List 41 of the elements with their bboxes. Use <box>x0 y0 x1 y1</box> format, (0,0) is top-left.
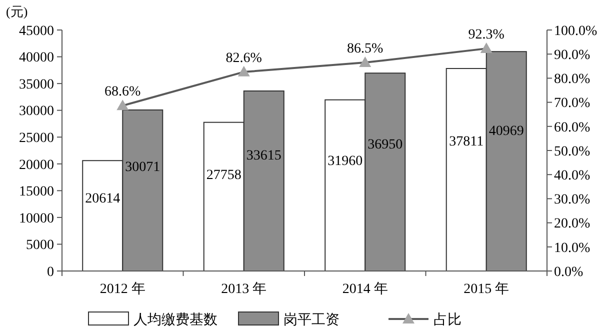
y2-tick-label: 70.0% <box>554 96 590 112</box>
y2-tick-label: 50.0% <box>554 144 590 160</box>
x-tick-label: 2014 年 <box>342 281 388 297</box>
data-label: 30071 <box>125 160 160 176</box>
y2-tick-label: 80.0% <box>554 72 590 88</box>
y2-tick-label: 0.0% <box>554 264 584 280</box>
x-tick-label: 2012 年 <box>100 281 146 297</box>
y2-tick-label: 90.0% <box>554 48 590 63</box>
data-label: 31960 <box>328 154 363 169</box>
y-tick-label: 15000 <box>19 184 54 200</box>
data-label: 82.6% <box>226 50 262 66</box>
y-tick-label: 35000 <box>19 77 54 92</box>
y-tick-label: 5000 <box>26 238 54 254</box>
x-tick-label: 2015 年 <box>464 281 510 297</box>
y-tick-label: 20000 <box>19 158 54 173</box>
legend-label: 岗平工资 <box>284 312 340 328</box>
x-tick-label: 2013 年 <box>221 281 267 297</box>
y-tick-label: 0 <box>47 264 54 280</box>
data-label: 33615 <box>246 148 282 164</box>
data-label: 68.6% <box>104 84 142 100</box>
data-label: 20614 <box>85 192 120 207</box>
y2-tick-label: 40.0% <box>554 168 590 184</box>
data-label: 92.3% <box>468 28 505 43</box>
y-tick-label: 10000 <box>19 211 54 226</box>
data-label: 36950 <box>368 137 403 152</box>
data-label: 37811 <box>449 134 484 150</box>
y2-tick-label: 10.0% <box>554 240 590 256</box>
legend-label: 占比 <box>434 312 462 328</box>
y2-tick-label: 30.0% <box>554 192 590 208</box>
y2-tick-label: 100.0% <box>554 24 598 39</box>
y-axis-title: (元) <box>6 4 28 19</box>
y-tick-label: 25000 <box>19 131 54 146</box>
data-label: 40969 <box>488 124 524 139</box>
data-label: 86.5% <box>347 42 384 57</box>
y-tick-label: 45000 <box>19 24 54 39</box>
y-tick-label: 30000 <box>19 104 54 120</box>
y2-tick-label: 60.0% <box>554 120 590 136</box>
legend-label: 人均缴费基数 <box>134 312 218 328</box>
y2-tick-label: 20.0% <box>554 216 590 232</box>
data-label: 27758 <box>206 168 242 183</box>
y-tick-label: 40000 <box>19 50 54 66</box>
